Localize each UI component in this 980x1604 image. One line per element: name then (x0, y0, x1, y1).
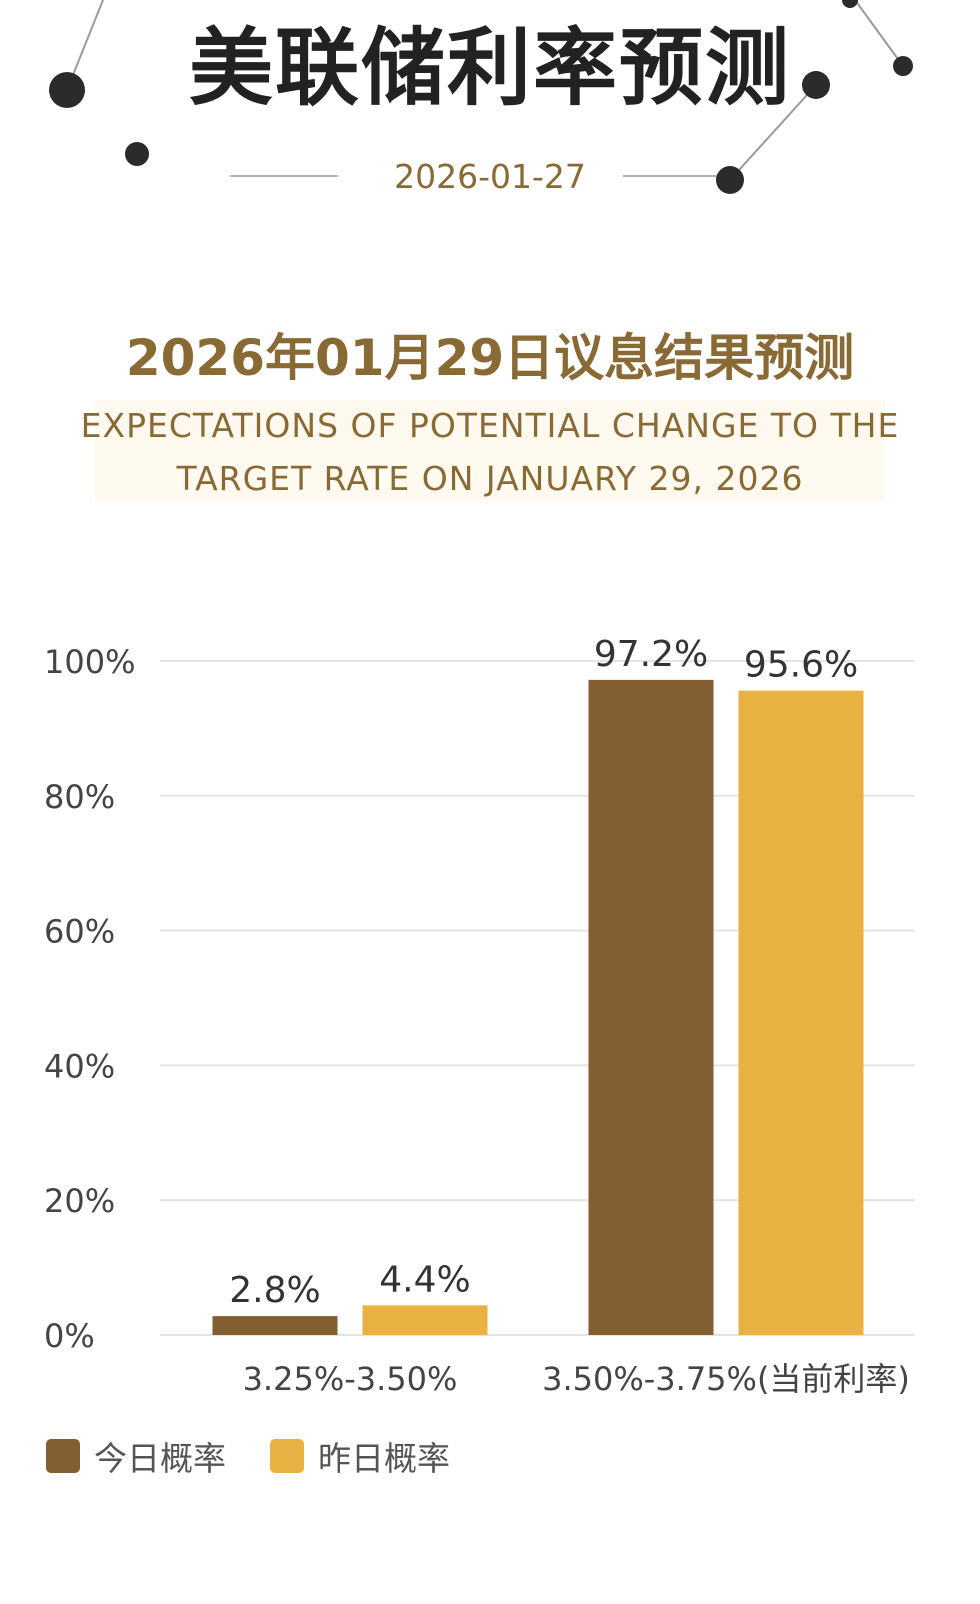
decor-line (854, 0, 904, 67)
bar-today (588, 679, 714, 1335)
data-label: 2.8% (229, 1270, 320, 1311)
legend-item-today: 今日概率 (46, 1436, 226, 1478)
bar-yesterday (738, 690, 864, 1335)
decor-dot (125, 142, 149, 166)
legend-label-today: 今日概率 (94, 1439, 226, 1478)
decor-dot (716, 166, 744, 194)
y-tick-label: 0% (44, 1317, 95, 1355)
x-tick-label: 3.50%-3.75%(当前利率) (542, 1360, 910, 1398)
legend-swatch-today (46, 1439, 80, 1473)
subtitle-line-1: EXPECTATIONS OF POTENTIAL CHANGE TO THE (80, 406, 900, 445)
section-title: 2026年01月29日议息结果预测 (125, 329, 855, 387)
data-label: 97.2% (594, 634, 708, 675)
bar-today (212, 1316, 338, 1335)
y-tick-label: 80% (44, 778, 115, 816)
legend-label-yesterday: 昨日概率 (318, 1439, 450, 1478)
decor-dot (49, 72, 85, 108)
decor-dot (802, 71, 830, 99)
y-tick-label: 40% (44, 1047, 115, 1085)
decor-line (729, 84, 817, 181)
data-label: 95.6% (744, 645, 858, 686)
bar-yesterday (362, 1305, 488, 1335)
y-tick-label: 20% (44, 1182, 115, 1220)
legend-item-yesterday: 昨日概率 (270, 1436, 450, 1478)
decor-dot (893, 56, 913, 76)
y-tick-label: 100% (44, 643, 135, 681)
page-title: 美联储利率预测 (188, 19, 791, 117)
probability-bar-chart: 0% 20% 40% 60% 80% 100% 2.8% 4.4% 3.25%-3.50% 97.… (44, 634, 915, 1398)
x-tick-label: 3.25%-3.50% (243, 1360, 458, 1398)
decorative-network (49, 0, 913, 194)
legend-swatch-yesterday (270, 1439, 304, 1473)
subtitle-background (95, 400, 885, 502)
y-tick-label: 60% (44, 913, 115, 951)
subtitle-line-2: TARGET RATE ON JANUARY 29, 2026 (176, 459, 804, 498)
report-date: 2026-01-27 (394, 157, 586, 196)
data-label: 4.4% (379, 1259, 470, 1300)
decor-dot (842, 0, 858, 8)
